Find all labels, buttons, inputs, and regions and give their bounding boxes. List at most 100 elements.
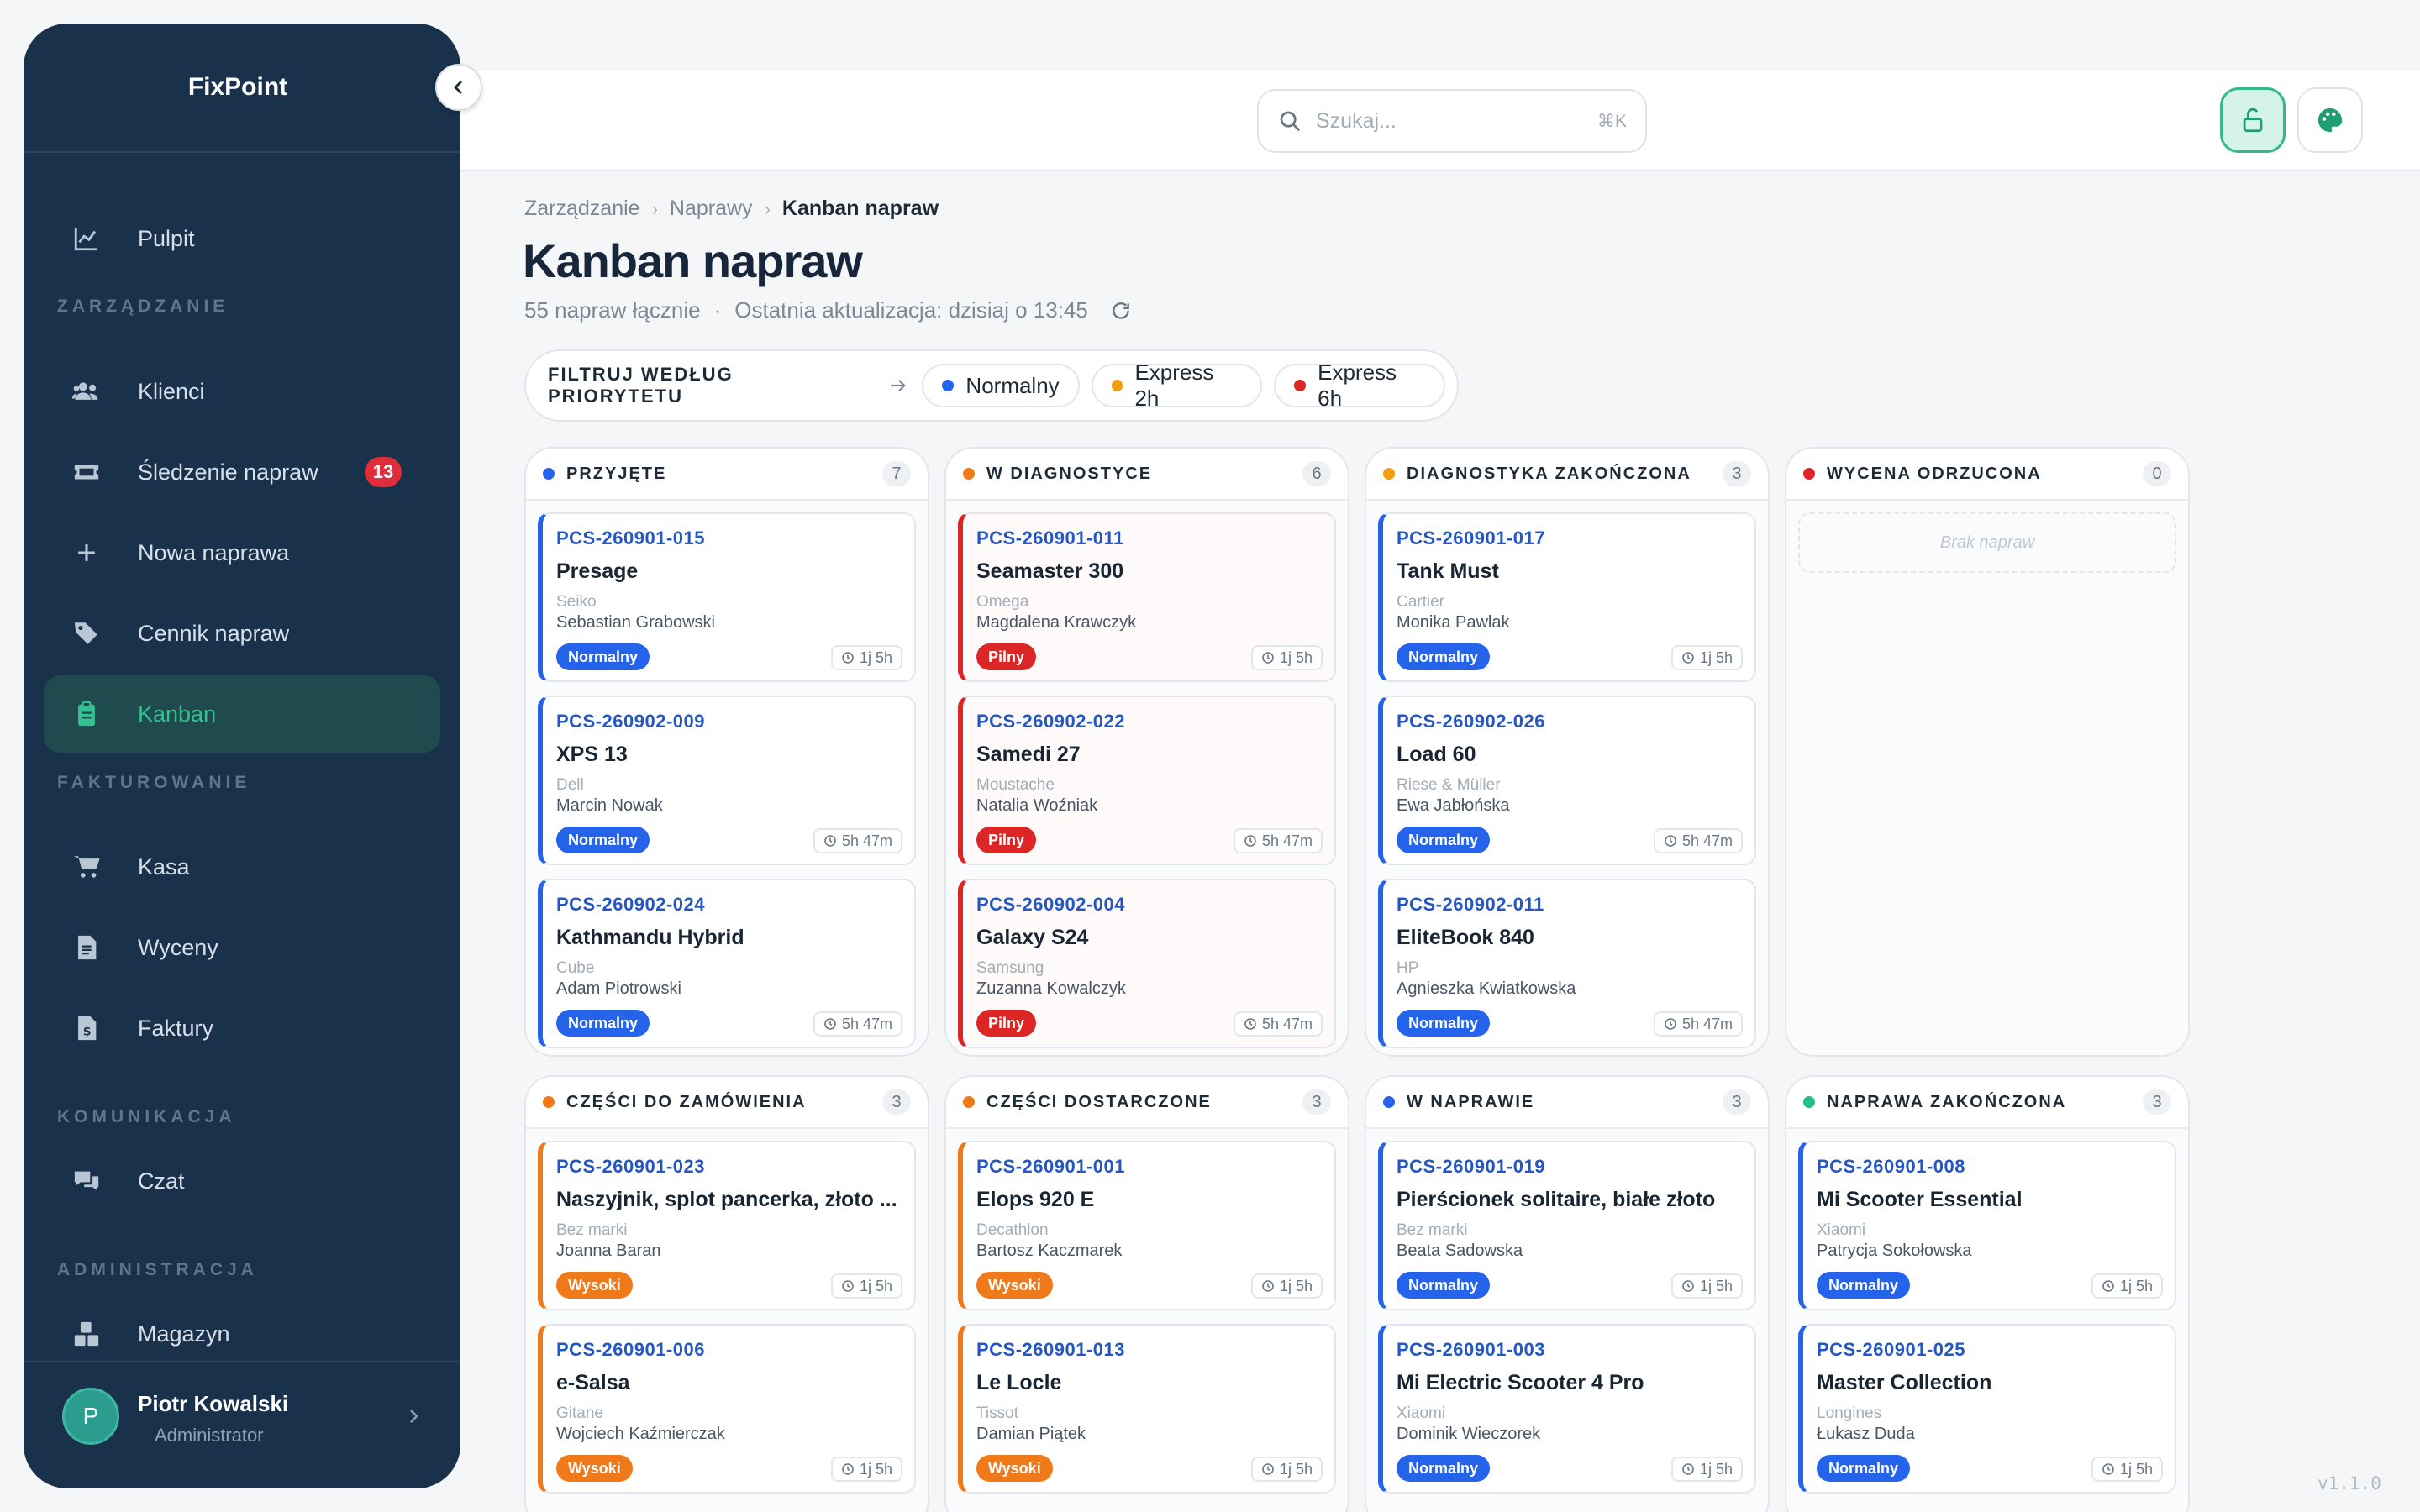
repair-card[interactable]: PCS-260901-019 Pierścionek solitaire, bia…: [1378, 1141, 1756, 1310]
chevron-right-icon: ›: [764, 197, 771, 219]
repair-card[interactable]: PCS-260901-025 Master Collection Longines Ł…: [1798, 1324, 2176, 1494]
priority-badge: Wysoki: [556, 1455, 633, 1482]
sidebar-item-faktury[interactable]: $ Faktury: [44, 990, 440, 1067]
user-profile[interactable]: P Piotr Kowalski Administrator: [24, 1361, 460, 1488]
sidebar-item-magazyn[interactable]: Magazyn: [44, 1295, 440, 1373]
column-count: 3: [1302, 1089, 1331, 1115]
elapsed-time: 5h 47m: [1233, 828, 1323, 853]
repair-card[interactable]: PCS-260901-015 Presage Seiko Sebastian Grab…: [538, 512, 916, 682]
sidebar-item-kanban[interactable]: Kanban: [44, 675, 440, 753]
chip-label: Normalny: [965, 372, 1060, 398]
kanban-column: PRZYJĘTE 7 PCS-260901-015 Presage Seiko Sebas…: [524, 447, 929, 1057]
refresh-icon[interactable]: [1110, 300, 1132, 322]
priority-badge: Normalny: [556, 1010, 650, 1037]
device-brand: Decathlon: [976, 1221, 1049, 1239]
repair-id[interactable]: PCS-260902-024: [556, 894, 706, 915]
elapsed-time-value: 1j 5h: [859, 1277, 892, 1294]
sidebar-item-wyceny[interactable]: Wyceny: [44, 909, 440, 986]
device-brand: Cube: [556, 959, 595, 977]
repair-card[interactable]: PCS-260901-006 e-Salsa Gitane Wojciech Kaźm…: [538, 1324, 916, 1494]
section-label: ZARZĄDZANIE: [57, 297, 229, 316]
repair-id[interactable]: PCS-260901-006: [556, 1339, 706, 1360]
client-name: Damian Piątek: [976, 1425, 1086, 1443]
repair-card[interactable]: PCS-260902-011 EliteBook 840 HP Agnieszka K…: [1378, 879, 1756, 1048]
repair-card[interactable]: PCS-260901-023 Naszyjnik, splot pancerka,…: [538, 1141, 916, 1310]
repair-id[interactable]: PCS-260901-017: [1397, 528, 1546, 549]
theme-palette-button[interactable]: [2297, 87, 2363, 153]
chip-label: Express 2h: [1134, 360, 1214, 411]
device-name: Mi Scooter Essential: [1817, 1188, 2023, 1211]
repair-card[interactable]: PCS-260901-013 Le Locle Tissot Damian Piąte…: [958, 1324, 1336, 1494]
breadcrumb-item[interactable]: Naprawy: [669, 197, 753, 220]
breadcrumb: Zarządzanie › Naprawy › Kanban napraw: [524, 197, 939, 221]
repair-id[interactable]: PCS-260902-004: [976, 894, 1126, 915]
repair-id[interactable]: PCS-260901-025: [1817, 1339, 1966, 1360]
device-name: EliteBook 840: [1397, 926, 1534, 949]
search-icon: [1280, 111, 1301, 132]
sidebar-item-sledzenie-napraw[interactable]: Śledzenie napraw 13: [44, 433, 440, 511]
elapsed-time-value: 1j 5h: [1279, 648, 1313, 666]
sidebar-item-cennik-napraw[interactable]: Cennik napraw: [44, 595, 440, 672]
filter-chip-express-2h[interactable]: Express 2h: [1091, 360, 1263, 411]
repair-id[interactable]: PCS-260902-011: [1397, 894, 1544, 915]
filter-chip-express-6h[interactable]: Express 6h: [1274, 360, 1446, 411]
clock-icon: [823, 834, 837, 848]
brand-logo[interactable]: FixPoint: [187, 73, 288, 101]
sidebar-item-czat[interactable]: Czat: [44, 1142, 440, 1220]
repair-id[interactable]: PCS-260902-022: [976, 711, 1126, 732]
repair-card[interactable]: PCS-260902-004 Galaxy S24 Samsung Zuzanna K…: [958, 879, 1336, 1048]
sidebar-item-kasa[interactable]: Kasa: [44, 828, 440, 906]
sidebar-item-label: Pulpit: [138, 225, 195, 251]
repair-id[interactable]: PCS-260901-001: [976, 1156, 1126, 1177]
breadcrumb-item[interactable]: Zarządzanie: [524, 197, 640, 220]
sidebar-item-klienci[interactable]: Klienci: [44, 353, 440, 430]
repair-card[interactable]: PCS-260902-022 Samedi 27 Moustache Natalia …: [958, 696, 1336, 865]
repair-card[interactable]: PCS-260902-026 Load 60 Riese & Müller Ewa J…: [1378, 696, 1756, 865]
repair-card[interactable]: PCS-260901-003 Mi Electric Scooter 4 Pro X…: [1378, 1324, 1756, 1494]
client-name: Monika Pawlak: [1397, 613, 1510, 632]
repair-card[interactable]: PCS-260901-001 Elops 920 E Decathlon Bartos…: [958, 1141, 1336, 1310]
search-input[interactable]: Szukaj... ⌘K: [1257, 89, 1647, 153]
sidebar-item-nowa-naprawa[interactable]: Nowa naprawa: [44, 514, 440, 591]
column-header: CZĘŚCI DO ZAMÓWIENIA 3: [526, 1077, 928, 1129]
sidebar-item-label: Kasa: [138, 853, 190, 879]
client-name: Bartosz Kaczmarek: [976, 1242, 1123, 1260]
search-shortcut: ⌘K: [1597, 111, 1627, 131]
clock-icon: [1664, 834, 1677, 848]
elapsed-time: 1j 5h: [1250, 1273, 1323, 1299]
lock-button[interactable]: [2220, 87, 2286, 153]
repair-card[interactable]: PCS-260901-017 Tank Must Cartier Monika Paw…: [1378, 512, 1756, 682]
repair-card[interactable]: PCS-260901-008 Mi Scooter Essential Xiaomi…: [1798, 1141, 2176, 1310]
repair-id[interactable]: PCS-260901-003: [1397, 1339, 1546, 1360]
repair-id[interactable]: PCS-260901-008: [1817, 1156, 1966, 1177]
column-count: 3: [2143, 1089, 2171, 1115]
column-count: 7: [882, 461, 911, 486]
column-header: W DIAGNOSTYCE 6: [946, 449, 1348, 501]
repair-id[interactable]: PCS-260902-026: [1397, 711, 1546, 732]
priority-badge: Normalny: [1397, 1455, 1491, 1482]
status-dot: [1383, 1096, 1395, 1108]
column-title: CZĘŚCI DOSTARCZONE: [986, 1092, 1212, 1111]
repair-card[interactable]: PCS-260902-024 Kathmandu Hybrid Cube Adam P…: [538, 879, 916, 1048]
repair-id[interactable]: PCS-260901-013: [976, 1339, 1126, 1360]
repair-id[interactable]: PCS-260901-015: [556, 528, 706, 549]
status-dot: [543, 1096, 555, 1108]
file-text-icon: [66, 933, 108, 962]
elapsed-time-value: 5h 47m: [1681, 1015, 1733, 1032]
device-brand: Xiaomi: [1817, 1221, 1866, 1239]
filter-chip-normalny[interactable]: Normalny: [922, 364, 1080, 407]
repair-id[interactable]: PCS-260902-009: [556, 711, 706, 732]
user-role: Administrator: [155, 1425, 264, 1446]
device-brand: HP: [1397, 959, 1419, 977]
repair-card[interactable]: PCS-260902-009 XPS 13 Dell Marcin Nowak Norm…: [538, 696, 916, 865]
repair-id[interactable]: PCS-260901-011: [976, 528, 1124, 549]
repair-card[interactable]: PCS-260901-011 Seamaster 300 Omega Magdalen…: [958, 512, 1336, 682]
column-title: WYCENA ODRZUCONA: [1827, 464, 2042, 483]
palette-icon: [2317, 108, 2343, 133]
repair-id[interactable]: PCS-260901-023: [556, 1156, 706, 1177]
collapse-sidebar-button[interactable]: [435, 64, 482, 111]
sidebar-item-pulpit[interactable]: Pulpit: [44, 200, 440, 277]
device-name: Tank Must: [1397, 559, 1499, 583]
repair-id[interactable]: PCS-260901-019: [1397, 1156, 1546, 1177]
column-title: CZĘŚCI DO ZAMÓWIENIA: [566, 1092, 807, 1111]
